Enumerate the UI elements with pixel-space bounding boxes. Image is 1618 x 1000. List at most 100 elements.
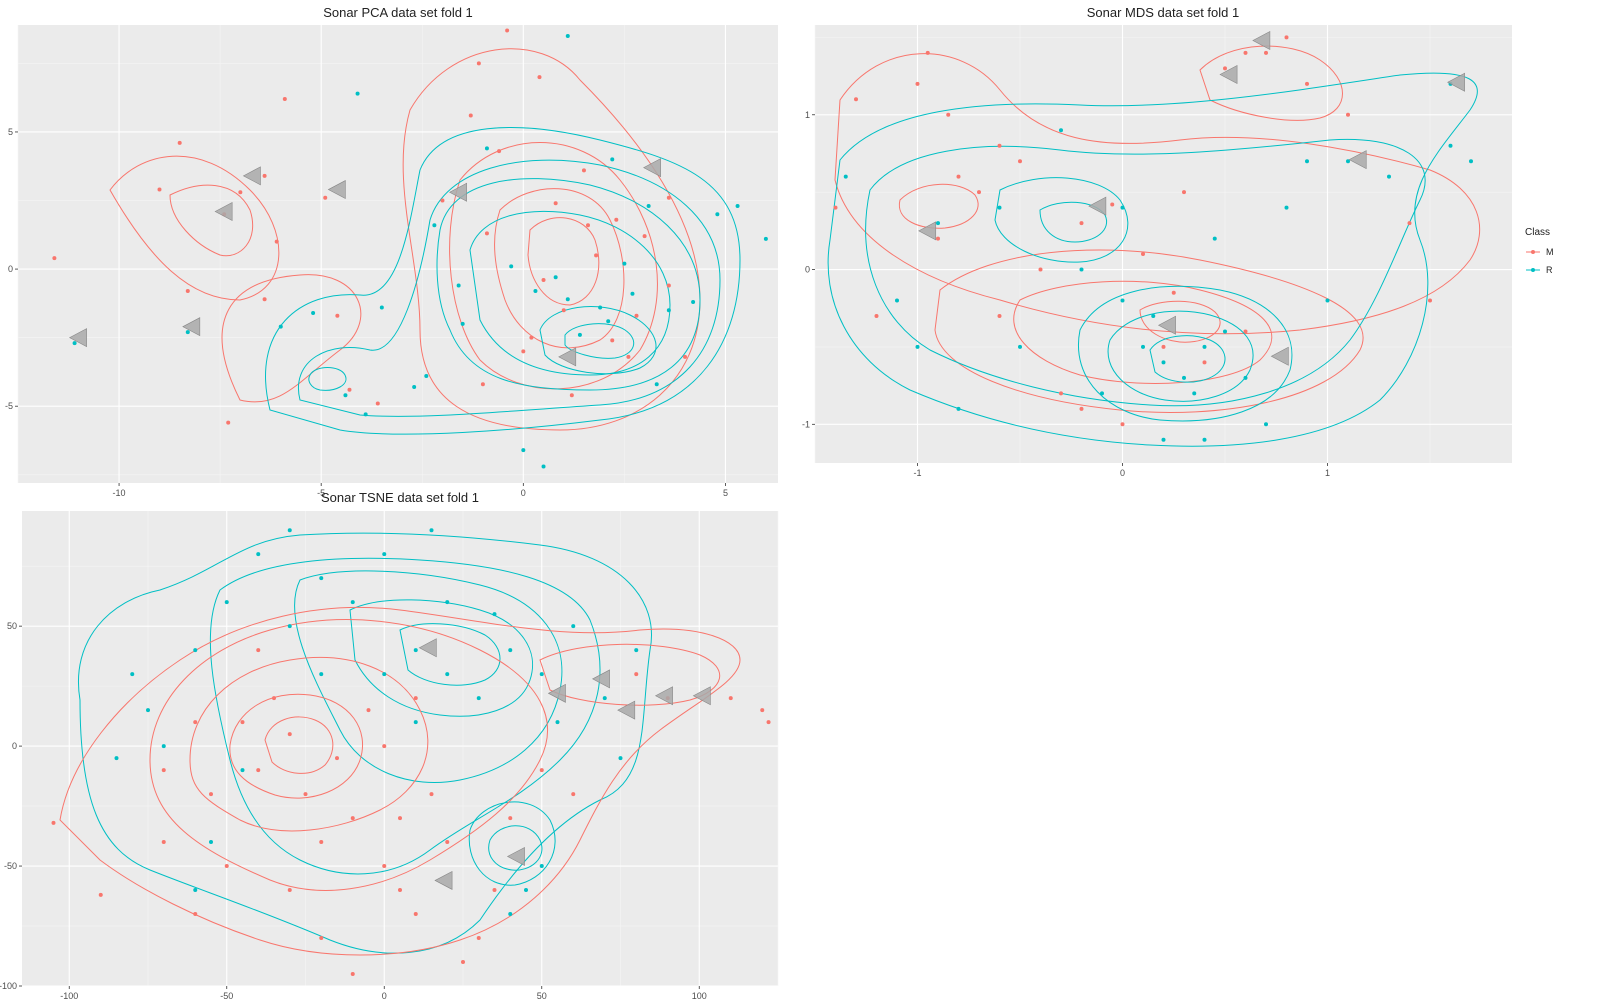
- tsne-point-m: [98, 892, 103, 897]
- pca-contour-m: [402, 48, 701, 431]
- tsne-x-tick-label: -50: [220, 991, 233, 1000]
- pca-axis-ticks: -10 -5 0 5 -5 0 5: [5, 127, 728, 498]
- mds-point-m: [1202, 360, 1207, 365]
- tsne-contour-r: [468, 801, 556, 886]
- pca-prototype-marker: [68, 328, 87, 348]
- mds-point-m: [1346, 112, 1350, 117]
- mds-prototype-marker: [918, 221, 937, 241]
- mds-point-r: [1192, 391, 1197, 396]
- mds-point-r: [1120, 205, 1125, 210]
- tsne-prototype-marker: [591, 669, 610, 689]
- mds-point-m: [874, 313, 879, 318]
- pca-point-m: [468, 113, 473, 118]
- mds-contour-r: [1149, 335, 1226, 383]
- tsne-x-tick-label: 50: [537, 991, 547, 1000]
- mds-contour-r: [1107, 310, 1254, 402]
- mds-prototype-marker: [1088, 196, 1107, 216]
- mds-point-r: [1100, 391, 1104, 396]
- mds-major-grid: [815, 25, 1512, 463]
- pca-point-r: [185, 330, 190, 335]
- tsne-point-r: [146, 708, 150, 713]
- mds-point-m: [1284, 35, 1289, 40]
- mds-contour-r: [827, 72, 1478, 447]
- mds-x-tick-label: -1: [913, 468, 921, 478]
- tsne-point-r: [287, 528, 292, 533]
- tsne-contour-m: [189, 656, 429, 832]
- mds-point-r: [915, 344, 920, 349]
- pca-point-m: [238, 190, 243, 195]
- pca-point-r: [735, 204, 740, 209]
- mds-point-r: [1202, 344, 1207, 349]
- tsne-y-tick-label: 0: [12, 741, 17, 751]
- pca-contour-r: [436, 178, 701, 391]
- pca-markers: [68, 158, 661, 367]
- tsne-contour-r: [294, 570, 563, 784]
- pca-contour-r: [469, 210, 671, 376]
- pca-major-grid: [18, 25, 778, 483]
- pca-point-m: [614, 217, 619, 222]
- tsne-point-m: [398, 888, 402, 893]
- tsne-point-r: [287, 624, 292, 629]
- mds-prototype-marker: [1270, 346, 1289, 366]
- tsne-point-m: [728, 696, 733, 701]
- mds-point-m: [915, 81, 920, 86]
- mds-contour-m: [1199, 45, 1343, 121]
- tsne-point-m: [350, 972, 355, 977]
- pca-point-r: [355, 91, 360, 96]
- pca-contour-r: [265, 127, 741, 435]
- tsne-point-r: [445, 672, 450, 677]
- tsne-point-m: [193, 912, 198, 917]
- mds-point-m: [854, 97, 858, 102]
- mds-point-m: [997, 313, 1002, 318]
- tsne-points: [51, 528, 771, 977]
- tsne-point-r: [319, 672, 324, 677]
- tsne-point-r: [382, 672, 387, 677]
- mds-point-r: [1141, 344, 1145, 349]
- mds-point-m: [1120, 422, 1125, 427]
- tsne-point-m: [382, 864, 387, 869]
- mds-point-r: [1161, 437, 1166, 442]
- mds-point-m: [1243, 329, 1248, 334]
- pca-point-r: [598, 305, 603, 310]
- tsne-point-r: [524, 888, 528, 893]
- pca-point-m: [335, 313, 340, 318]
- mds-point-r: [1202, 437, 1207, 442]
- pca-point-r: [432, 223, 437, 228]
- mds-density-contours: [827, 45, 1481, 447]
- mds-x-tick-label: 0: [1120, 468, 1125, 478]
- tsne-point-m: [539, 768, 544, 773]
- pca-point-r: [412, 385, 417, 390]
- pca-prototype-marker: [214, 201, 233, 221]
- mds-contour-m: [934, 249, 1364, 413]
- tsne-point-r: [618, 756, 623, 761]
- tsne-point-m: [51, 820, 56, 825]
- tsne-contour-r: [349, 599, 534, 717]
- pca-point-r: [72, 341, 77, 346]
- mds-point-r: [1079, 267, 1084, 272]
- tsne-contour-m: [59, 606, 741, 956]
- pca-point-m: [157, 187, 162, 192]
- pca-point-m: [505, 28, 510, 33]
- tsne-point-m: [319, 936, 324, 941]
- tsne-point-r: [382, 552, 387, 557]
- tsne-point-r: [634, 648, 639, 653]
- tsne-point-r: [492, 612, 497, 617]
- pca-density-contours: [109, 48, 741, 435]
- mds-point-m: [956, 174, 961, 179]
- mds-point-r: [1387, 174, 1391, 179]
- pca-minor-grid: [17, 25, 778, 483]
- pca-point-r: [456, 283, 461, 288]
- tsne-point-r: [193, 888, 198, 893]
- mds-point-r: [1223, 329, 1227, 334]
- tsne-point-m: [571, 792, 576, 797]
- pca-point-r: [646, 204, 651, 209]
- mds-point-r: [956, 406, 961, 411]
- mds-contour-r: [994, 177, 1129, 263]
- mds-contour-m: [898, 183, 979, 229]
- pca-contour-m: [527, 217, 600, 306]
- mds-point-m: [1110, 202, 1115, 207]
- mds-point-r: [1469, 159, 1473, 164]
- mds-point-m: [1079, 221, 1084, 226]
- mds-y-tick-label: 1: [805, 110, 810, 120]
